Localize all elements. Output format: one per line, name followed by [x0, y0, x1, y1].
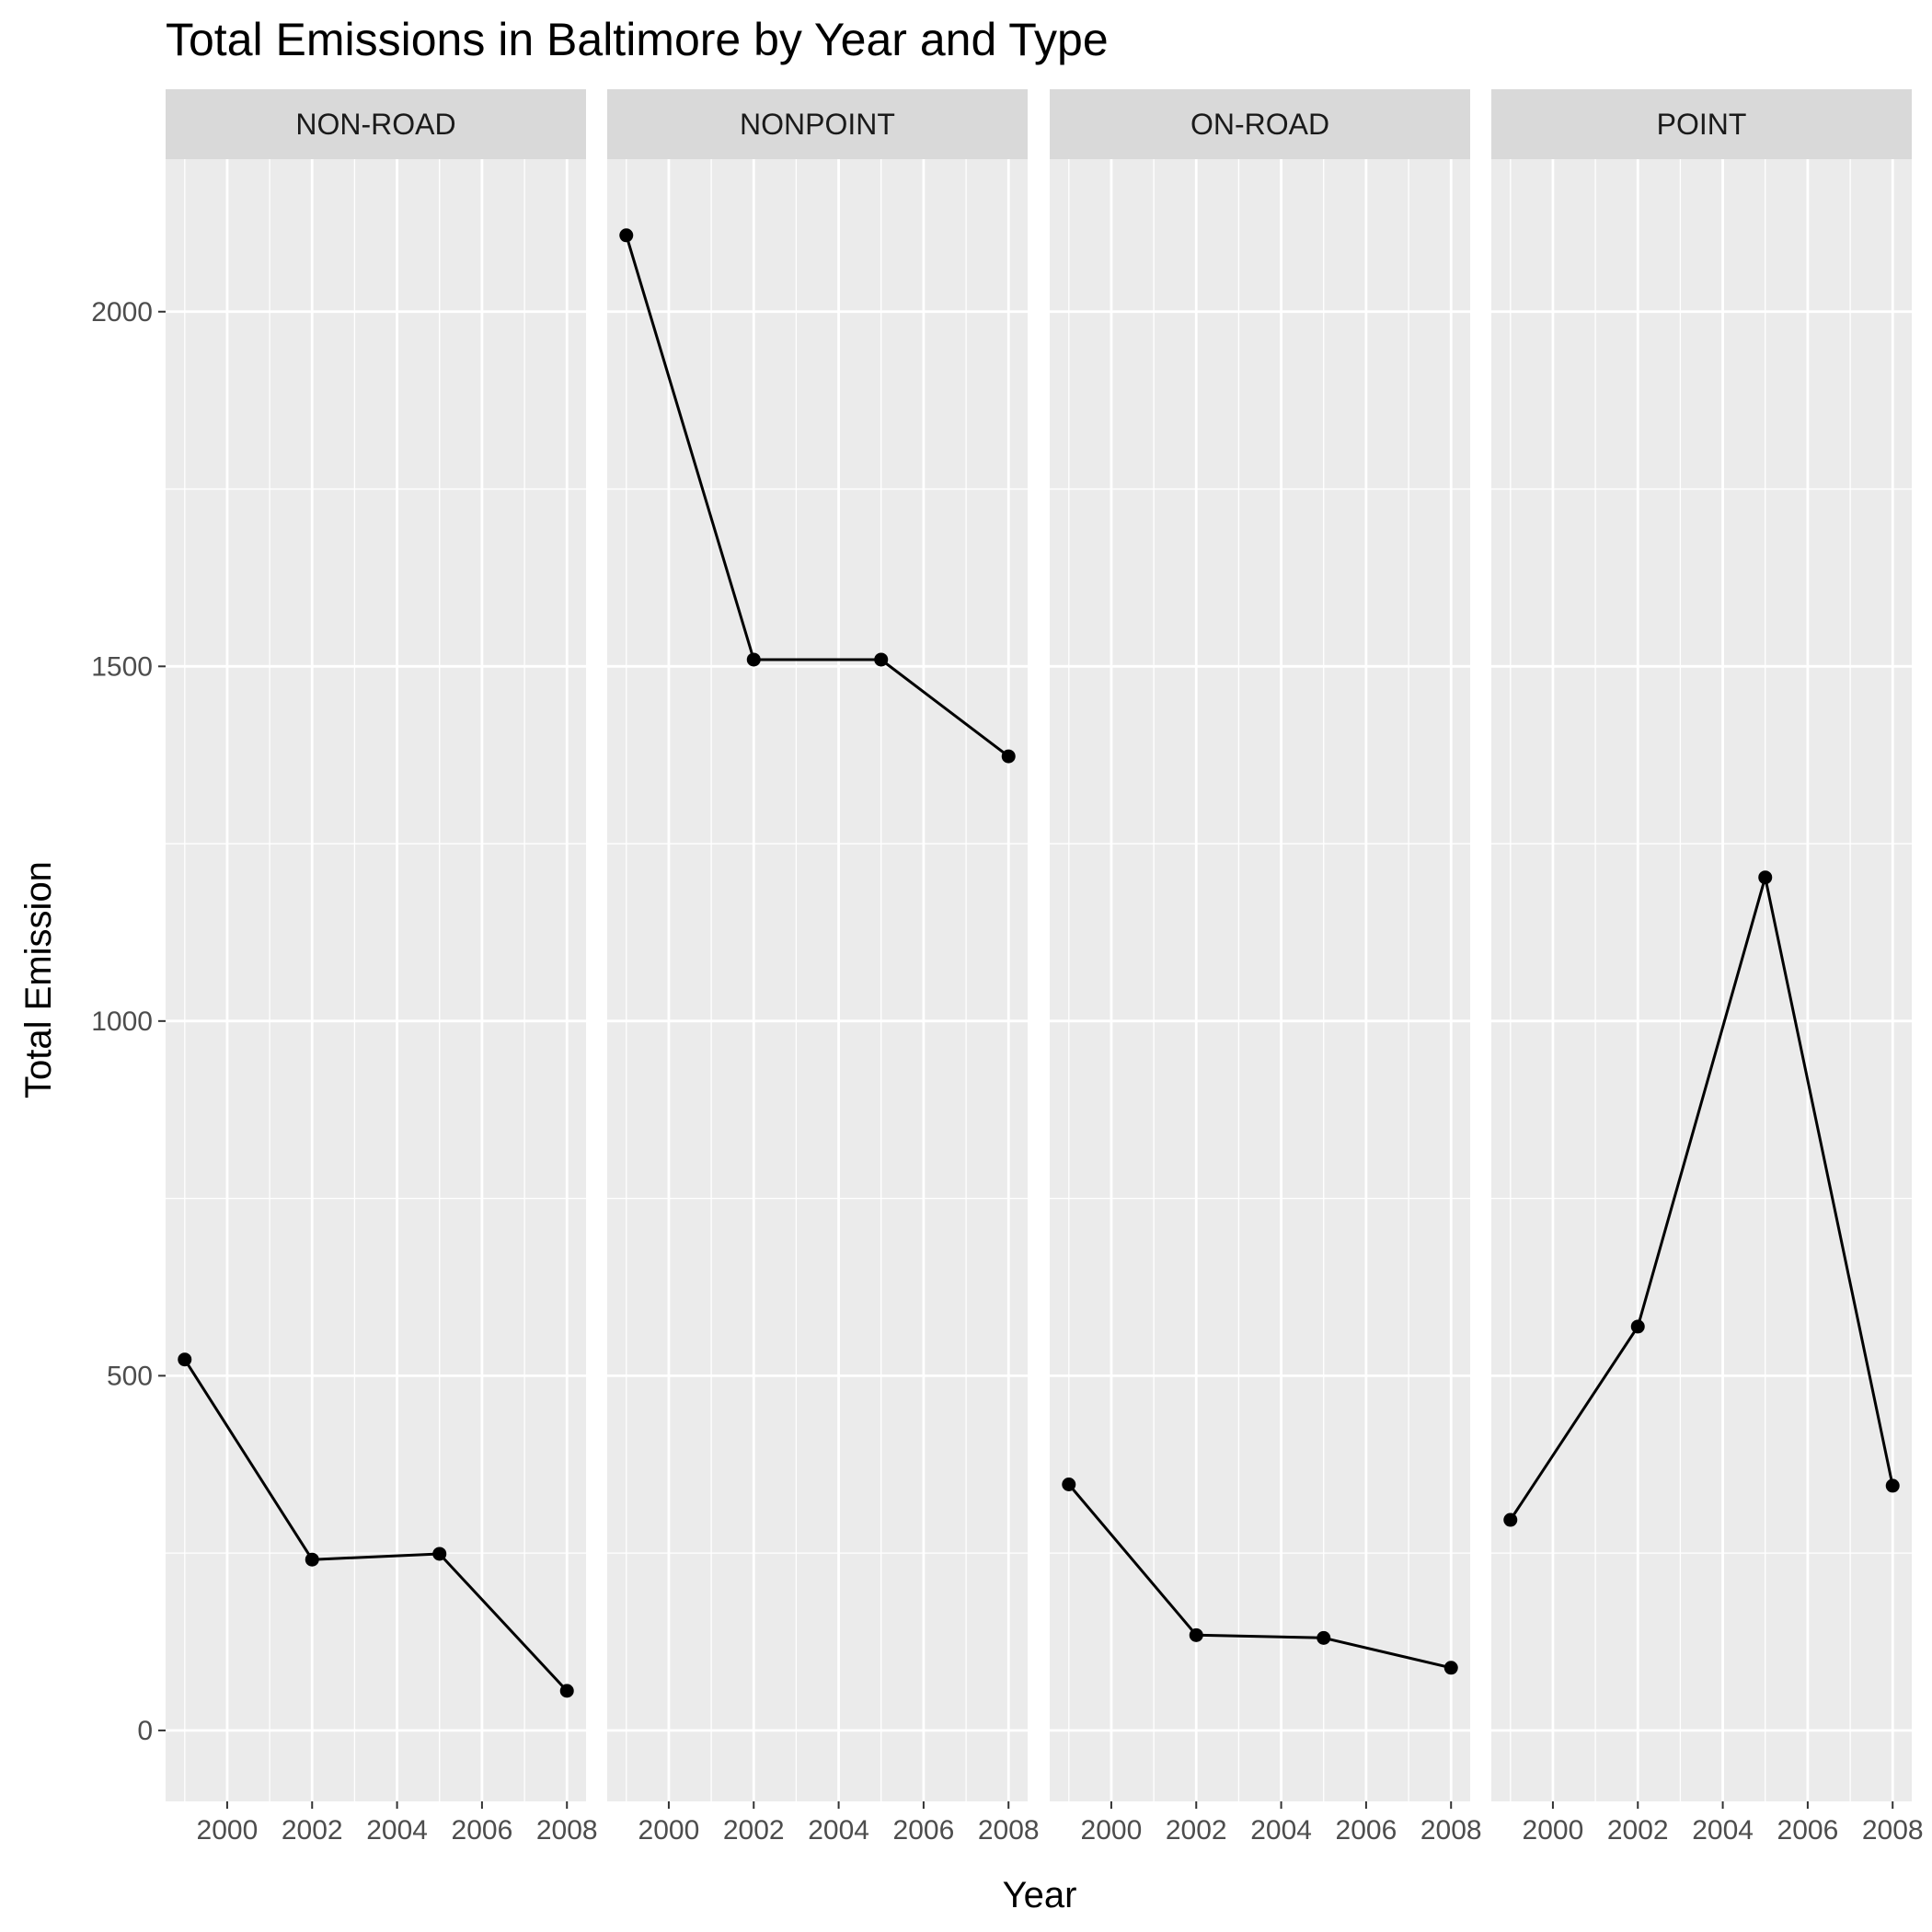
x-tick-label: 2002 — [723, 1815, 785, 1846]
panel-on-road: ON-ROAD 2000 2002 2004 2006 2008 — [1050, 89, 1482, 1846]
data-point-point — [1503, 1512, 1518, 1527]
strip-label-non-road: NON-ROAD — [295, 108, 455, 141]
y-tick-label: 1000 — [91, 1006, 153, 1037]
data-point-non-road — [432, 1547, 447, 1561]
strip-label-point: POINT — [1657, 108, 1747, 141]
series-line-point — [1509, 876, 1894, 1521]
y-tick-label: 500 — [107, 1361, 153, 1391]
data-point-point — [1885, 1478, 1900, 1493]
x-tick-label: 2000 — [638, 1815, 700, 1846]
x-tick-label: 2002 — [1166, 1815, 1227, 1846]
strip-background — [1491, 89, 1912, 159]
data-point-nonpoint — [746, 652, 761, 667]
data-point-on-road — [1443, 1661, 1458, 1675]
series-line-on-road — [1067, 1483, 1452, 1670]
x-tick-label: 2006 — [893, 1815, 955, 1846]
panel-background — [607, 159, 1028, 1801]
data-point-non-road — [178, 1352, 192, 1367]
panel-non-road: NON-ROAD 2000 2002 2004 2006 2008 — [166, 89, 598, 1846]
strip-label-on-road: ON-ROAD — [1190, 108, 1329, 141]
series-line-nonpoint — [625, 235, 1010, 758]
panel-background — [1050, 159, 1470, 1801]
x-tick-label: 2004 — [1692, 1815, 1754, 1846]
facet-panels: NON-ROAD 2000 2002 2004 2006 2008 NONPOINT 2000… — [166, 89, 1924, 1846]
y-tick-label: 0 — [137, 1716, 153, 1746]
strip-background — [166, 89, 586, 159]
x-tick-label: 2008 — [536, 1815, 598, 1846]
data-point-nonpoint — [619, 228, 634, 243]
data-point-nonpoint — [874, 652, 889, 667]
x-tick-label: 2008 — [1862, 1815, 1924, 1846]
data-point-on-road — [1062, 1477, 1076, 1491]
data-point-non-road — [305, 1552, 319, 1567]
x-tick-label: 2002 — [282, 1815, 343, 1846]
strip-background — [607, 89, 1028, 159]
data-point-on-road — [1317, 1630, 1331, 1645]
series-line-non-road — [183, 1358, 569, 1692]
y-tick-label: 2000 — [91, 297, 153, 328]
x-tick-label: 2000 — [197, 1815, 259, 1846]
y-axis: 0 500 1000 1500 2000 — [91, 297, 166, 1746]
x-tick-label: 2006 — [1336, 1815, 1397, 1846]
x-tick-label: 2004 — [1250, 1815, 1312, 1846]
x-tick-label: 2000 — [1523, 1815, 1584, 1846]
chart-title: Total Emissions in Baltimore by Year and… — [166, 14, 1109, 65]
data-point-point — [1758, 870, 1773, 885]
x-tick-label: 2004 — [366, 1815, 428, 1846]
data-point-on-road — [1189, 1627, 1203, 1642]
x-tick-label: 2006 — [452, 1815, 513, 1846]
x-tick-label: 2000 — [1081, 1815, 1143, 1846]
x-tick-label: 2008 — [978, 1815, 1040, 1846]
data-point-non-road — [559, 1684, 574, 1698]
strip-background — [1050, 89, 1470, 159]
data-point-point — [1630, 1319, 1645, 1334]
x-tick-label: 2004 — [808, 1815, 869, 1846]
panel-background — [1491, 159, 1912, 1801]
strip-label-nonpoint: NONPOINT — [740, 108, 895, 141]
data-point-nonpoint — [1001, 749, 1016, 764]
panel-background — [166, 159, 586, 1801]
y-axis-title: Total Emission — [18, 861, 59, 1098]
x-axis-title: Year — [1003, 1875, 1077, 1915]
x-tick-label: 2002 — [1607, 1815, 1669, 1846]
panel-point: POINT 2000 2002 2004 2006 2008 — [1491, 89, 1924, 1846]
panel-nonpoint: NONPOINT 2000 2002 2004 2006 2008 — [607, 89, 1040, 1846]
x-tick-label: 2006 — [1777, 1815, 1839, 1846]
y-tick-label: 1500 — [91, 651, 153, 682]
x-tick-label: 2008 — [1420, 1815, 1482, 1846]
